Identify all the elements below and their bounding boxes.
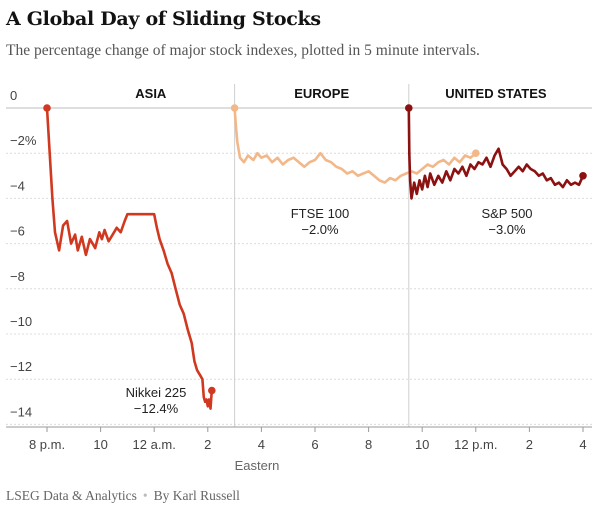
y-tick-label: −12 [10, 359, 32, 374]
byline: By Karl Russell [153, 488, 240, 503]
y-tick-label: −2% [10, 133, 37, 148]
region-headers: ASIA EUROPE UNITED STATES [135, 84, 547, 427]
region-header: UNITED STATES [445, 86, 547, 101]
chart-title: A Global Day of Sliding Stocks [6, 8, 321, 30]
credits: LSEG Data & Analytics • By Karl Russell [6, 488, 240, 504]
gridlines [6, 107, 592, 425]
y-tick-label: −8 [10, 269, 25, 284]
series-line [233, 106, 478, 184]
x-tick-label: 4 [258, 437, 265, 452]
x-axis: 8 p.m. 10 12 a.m. 2 4 6 8 10 12 p.m. 2 4 Eastern [6, 426, 592, 473]
x-tick-label: 12 a.m. [133, 437, 176, 452]
series-change-label: −12.4% [134, 401, 179, 416]
x-tick-label: 8 p.m. [29, 437, 65, 452]
series-line [45, 106, 214, 410]
series-name-label: S&P 500 [481, 206, 532, 221]
series-name-label: FTSE 100 [291, 206, 350, 221]
x-tick-label: 12 p.m. [454, 437, 497, 452]
series-change-label: −2.0% [301, 222, 339, 237]
region-header: EUROPE [294, 86, 349, 101]
x-tick-label: 8 [365, 437, 372, 452]
y-tick-label: −4 [10, 178, 25, 193]
separator-dot: • [142, 488, 148, 503]
y-tick-label: −10 [10, 314, 32, 329]
y-tick-label: 0 [10, 88, 17, 103]
x-tick-label: 10 [415, 437, 429, 452]
y-tick-label: −6 [10, 224, 25, 239]
x-tick-label: 10 [93, 437, 107, 452]
x-tick-label: 2 [204, 437, 211, 452]
source-credit: LSEG Data & Analytics [6, 488, 137, 503]
x-axis-label: Eastern [235, 458, 280, 473]
series-change-label: −3.0% [488, 222, 526, 237]
series-start-dot [230, 104, 239, 112]
series-lines [43, 104, 587, 410]
series-line [407, 106, 585, 200]
y-tick-label: −14 [10, 404, 32, 419]
series-start-dot [405, 104, 413, 112]
series-end-dot [579, 172, 587, 180]
region-header: ASIA [135, 86, 167, 101]
series-annotations: Nikkei 225−12.4% FTSE 100−2.0% S&P 500−3.0… [126, 206, 533, 416]
x-tick-label: 2 [526, 437, 533, 452]
series-start-dot [43, 104, 51, 112]
chart-subtitle: The percentage change of major stock ind… [6, 42, 480, 59]
y-axis: 0 −2% −4 −6 −8 −10 −12 −14 [10, 88, 37, 419]
x-tick-label: 4 [579, 437, 586, 452]
x-tick-label: 6 [311, 437, 318, 452]
series-end-dot [208, 386, 216, 395]
series-end-dot [472, 149, 480, 157]
series-name-label: Nikkei 225 [126, 385, 187, 400]
